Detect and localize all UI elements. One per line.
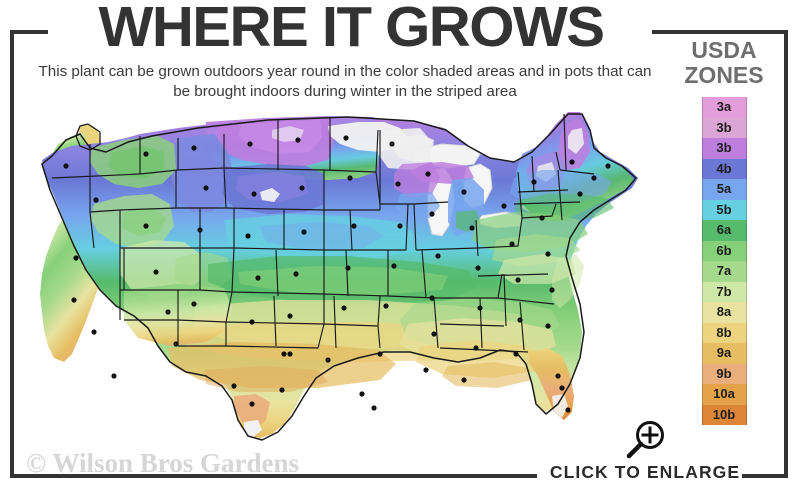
legend-swatch-list: 3a 3b 3b 4b 5a 5b 6a 6b 7a 7b 8a 8b 9a 9b 10a 10b: [701, 97, 747, 425]
legend-swatch-7b-9: 7b: [701, 281, 747, 302]
legend-swatch-10b-15: 10b: [701, 404, 747, 425]
legend-swatch-6a-6: 6a: [701, 220, 747, 241]
legend-swatch-9a-12: 9a: [701, 343, 747, 364]
legend-swatch-8b-11: 8b: [701, 322, 747, 343]
click-to-enlarge-label[interactable]: CLICK TO ENLARGE: [549, 462, 741, 482]
legend-title-line-2: ZONES: [684, 62, 764, 88]
frame-top-right-stub: [652, 30, 788, 34]
usda-zones-legend: USDA ZONES 3a 3b 3b 4b 5a 5b 6a 6b 7a 7b 8a 8b 9a 9b 1…: [668, 38, 780, 425]
frame-right-border: [784, 30, 788, 478]
legend-swatch-3a-0: 3a: [701, 97, 747, 118]
map-svg: [28, 108, 658, 453]
legend-swatch-3b-1: 3b: [701, 117, 747, 138]
map-landmass: [40, 112, 638, 438]
map-city-dots: [63, 135, 611, 413]
legend-title-line-1: USDA: [691, 37, 757, 63]
legend-title: USDA ZONES: [668, 38, 780, 88]
click-to-enlarge[interactable]: CLICK TO ENLARGE: [548, 418, 742, 483]
legend-swatch-3b-2: 3b: [701, 138, 747, 159]
page-title: WHERE IT GROWS: [98, 0, 605, 59]
frame-bottom-right-stub: [742, 474, 788, 478]
map-borders: [41, 113, 637, 441]
legend-swatch-6b-7: 6b: [701, 240, 747, 261]
page-subtitle: This plant can be grown outdoors year ro…: [38, 63, 652, 100]
watermark: © Wilson Bros Gardens: [26, 448, 299, 478]
legend-swatch-9b-13: 9b: [701, 363, 747, 384]
legend-swatch-7a-8: 7a: [701, 261, 747, 282]
legend-swatch-5a-4: 5a: [701, 179, 747, 200]
usda-hardiness-zone-map[interactable]: [28, 108, 658, 453]
frame-top-left-stub: [10, 30, 48, 34]
legend-swatch-8a-10: 8a: [701, 302, 747, 323]
legend-swatch-4b-3: 4b: [701, 158, 747, 179]
legend-swatch-10a-14: 10a: [701, 384, 747, 405]
legend-swatch-5b-5: 5b: [701, 199, 747, 220]
frame-bottom-left-stub: [10, 474, 537, 478]
magnifier-plus-icon[interactable]: [548, 418, 742, 460]
frame-left-border: [10, 30, 14, 478]
